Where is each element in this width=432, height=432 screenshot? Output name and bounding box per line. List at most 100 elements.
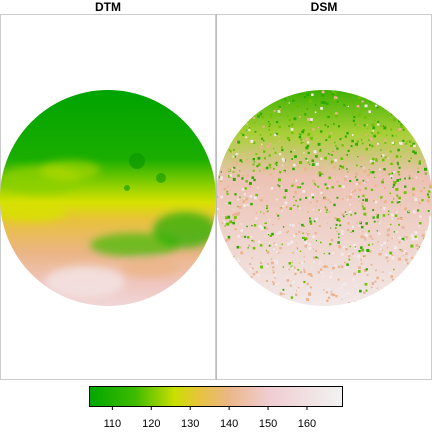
dsm-speckle-cell — [317, 126, 320, 129]
dsm-speckle-cell — [305, 146, 309, 150]
dsm-speckle-cell — [311, 93, 314, 96]
dsm-speckle-cell — [357, 255, 360, 258]
dsm-speckle-cell — [240, 251, 244, 255]
dsm-speckle-cell — [292, 99, 295, 102]
dsm-speckle-cell — [416, 247, 419, 250]
dsm-speckle-cell — [253, 161, 255, 163]
dsm-speckle-cell — [378, 232, 381, 235]
dsm-speckle-cell — [346, 292, 350, 296]
dsm-speckle-cell — [334, 96, 337, 99]
dsm-speckle-cell — [273, 242, 276, 245]
dsm-speckle-cell — [291, 158, 293, 160]
dsm-speckle-cell — [248, 151, 252, 155]
dsm-speckle-cell — [319, 210, 322, 212]
dsm-speckle-cell — [350, 231, 352, 233]
dsm-speckle-cell — [370, 188, 374, 191]
dsm-speckle-cell — [412, 234, 415, 236]
dsm-speckle-cell — [334, 217, 337, 220]
dsm-speckle-cell — [358, 258, 361, 261]
dsm-speckle-cell — [418, 246, 421, 248]
dsm-speckle-cell — [405, 236, 408, 239]
dsm-speckle-cell — [283, 171, 286, 174]
dsm-speckle-cell — [327, 104, 329, 107]
dsm-speckle-cell — [358, 220, 362, 223]
dsm-speckle-cell — [309, 220, 312, 223]
dsm-speckle-cell — [297, 248, 299, 250]
dsm-speckle-cell — [332, 266, 335, 270]
dsm-speckle-cell — [311, 159, 315, 162]
dsm-speckle-cell — [265, 279, 268, 282]
dsm-speckle-cell — [337, 218, 340, 221]
dsm-speckle-cell — [290, 110, 293, 113]
dsm-speckle-cell — [238, 156, 241, 159]
dsm-speckle-cell — [415, 176, 417, 179]
dsm-speckle-cell — [271, 177, 273, 179]
dsm-speckle-cell — [354, 255, 356, 257]
dsm-speckle-cell — [412, 193, 415, 196]
dsm-speckle-cell — [281, 186, 283, 188]
dsm-speckle-cell — [265, 222, 267, 225]
dsm-speckle-cell — [301, 222, 303, 224]
dsm-speckle-cell — [332, 150, 334, 152]
dsm-speckle-cell — [399, 249, 401, 251]
dsm-speckle-cell — [387, 239, 389, 241]
dsm-speckle-cell — [318, 224, 321, 228]
dsm-speckle-cell — [328, 211, 331, 213]
dsm-speckle-cell — [369, 235, 372, 238]
dsm-speckle-cell — [320, 168, 322, 170]
dsm-speckle-cell — [378, 168, 381, 171]
dsm-speckle-cell — [302, 129, 305, 132]
dsm-speckle-cell — [287, 242, 291, 246]
dsm-speckle-cell — [303, 152, 305, 154]
dsm-speckle-cell — [351, 191, 354, 194]
dsm-speckle-cell — [373, 200, 376, 203]
dsm-speckle-cell — [337, 101, 341, 104]
dsm-speckle-cell — [336, 180, 339, 183]
dsm-speckle-cell — [304, 244, 308, 248]
dsm-speckle-cell — [362, 199, 364, 201]
dsm-speckle-cell — [253, 196, 257, 200]
dsm-speckle-cell — [237, 235, 240, 238]
dsm-speckle-cell — [364, 242, 366, 244]
dsm-speckle-cell — [293, 266, 296, 269]
dsm-speckle-cell — [315, 250, 318, 252]
dsm-speckle-cell — [313, 150, 317, 154]
dsm-speckle-cell — [275, 161, 278, 164]
dsm-speckle-cell — [342, 282, 346, 286]
dsm-speckle-cell — [416, 251, 418, 253]
dsm-speckle-cell — [388, 210, 390, 212]
dsm-speckle-cell — [338, 168, 340, 170]
dsm-speckle-cell — [284, 98, 286, 100]
dsm-speckle-cell — [252, 246, 256, 250]
dsm-speckle-cell — [279, 207, 282, 210]
dsm-speckle-cell — [321, 165, 323, 167]
dsm-speckle-cell — [243, 193, 246, 196]
dsm-speckle-cell — [284, 189, 288, 192]
dsm-speckle-cell — [374, 200, 378, 204]
dsm-speckle-cell — [408, 140, 412, 143]
dsm-speckle-cell — [324, 156, 327, 160]
dsm-speckle-cell — [276, 287, 279, 289]
dsm-speckle-cell — [346, 199, 349, 201]
dsm-speckle-cell — [226, 193, 229, 196]
dsm-speckle-cell — [379, 222, 381, 224]
dsm-speckle-cell — [225, 203, 227, 205]
dsm-speckle-cell — [410, 147, 413, 150]
dsm-speckle-cell — [342, 185, 345, 188]
dsm-speckle-cell — [384, 253, 388, 257]
dsm-speckle-cell — [251, 176, 255, 179]
dsm-speckle-cell — [354, 247, 357, 250]
dsm-speckle-cell — [307, 151, 310, 154]
dsm-speckle-cell — [358, 225, 360, 227]
dsm-speckle-cell — [366, 107, 368, 109]
dsm-speckle-cell — [322, 193, 324, 196]
dsm-speckle-cell — [400, 204, 401, 206]
dsm-speckle-cell — [289, 224, 291, 226]
dsm-speckle-cell — [302, 140, 305, 142]
dsm-speckle-cell — [268, 219, 271, 221]
dsm-speckle-cell — [327, 222, 329, 224]
dsm-speckle-cell — [370, 108, 373, 111]
dsm-speckle-cell — [358, 96, 361, 99]
dsm-speckle-cell — [301, 130, 305, 134]
dsm-speckle-cell — [245, 197, 249, 201]
